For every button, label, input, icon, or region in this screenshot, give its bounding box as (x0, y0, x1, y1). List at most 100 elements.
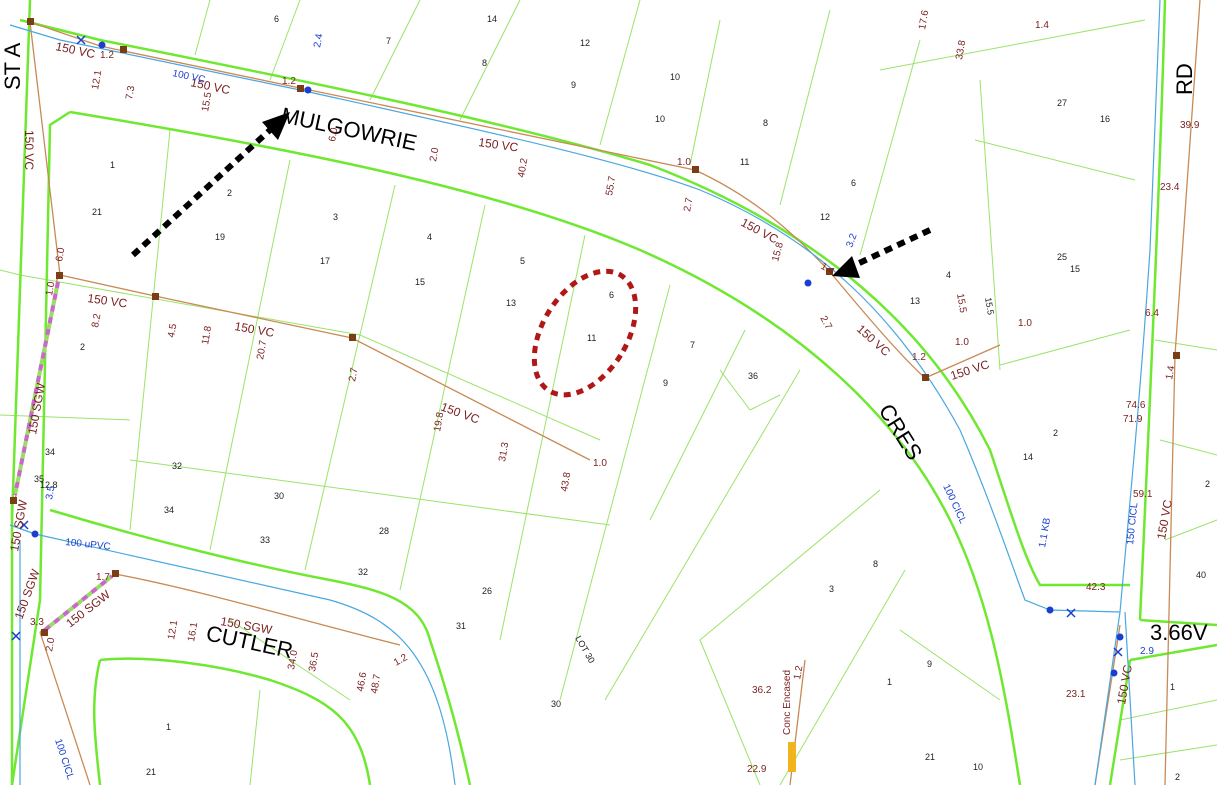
lot-number: 2 (1205, 479, 1210, 489)
street-st-partial: ST A (0, 42, 25, 90)
hydrant-icon (76, 35, 86, 45)
street-cres: CRES (874, 399, 928, 464)
lot-number: 14 (1023, 452, 1033, 462)
annotation: 7.3 (124, 84, 137, 100)
lot-number: 15 (1070, 264, 1080, 274)
annotation: 20.7 (255, 339, 269, 361)
annotation: 33.8 (954, 39, 968, 61)
lot-number: 9 (927, 659, 932, 669)
lot-number: 32 (358, 567, 368, 577)
annotation: 2.7 (817, 314, 834, 332)
lot-number: 26 (482, 586, 492, 596)
lot-number: 30 (551, 699, 561, 709)
lot-number: 12 (820, 212, 830, 222)
lot-number: 1 (887, 677, 892, 687)
lot-number: 21 (925, 752, 935, 762)
annotation: 1.4 (1164, 364, 1177, 380)
manhole (112, 570, 119, 577)
pipe-label: 150 SGW (7, 498, 30, 552)
annotation: 3.2 (844, 232, 859, 249)
lot-number: 2 (1175, 772, 1180, 782)
water-valves (31, 41, 1124, 677)
annotation: 1.0 (593, 458, 607, 469)
annotation: 1.4 (1035, 20, 1049, 31)
lot-number: 6 (609, 290, 614, 300)
annotation: 8.2 (90, 312, 103, 328)
annotation: 1.2 (282, 76, 296, 87)
lot-number: 34 (164, 505, 174, 515)
lot-number: 11 (740, 157, 749, 167)
hydrant-icon (1066, 608, 1076, 618)
lot-number: 13 (506, 298, 516, 308)
pipe-label: 100 uPVC (65, 537, 111, 553)
lot-number: LOT 30 (573, 634, 597, 665)
pipe-labels: 150 VC 150 VC 150 VC 150 VC 150 VC 150 V… (7, 39, 1208, 781)
lot-number: 4 (427, 232, 432, 242)
encased-marker (788, 742, 796, 772)
lot-number: 6 (851, 178, 856, 188)
manhole (1173, 352, 1180, 359)
lot-number: 4 (946, 270, 951, 280)
lot-number: 12 (580, 38, 590, 48)
annotation: 3.5 (44, 484, 57, 500)
lot-number: 10 (655, 114, 665, 124)
pipe-label: 150 VC (22, 130, 36, 170)
lot-number: 7 (690, 340, 695, 350)
lot-number: 15.5 (983, 297, 996, 316)
annotation: 11.8 (200, 325, 214, 346)
annotation: 12.1 (166, 619, 180, 641)
annotation: 1.0 (677, 157, 691, 168)
lot-number: 34 (45, 447, 55, 457)
annotation: 2.9 (1140, 646, 1154, 657)
annotation: 2.4 (312, 32, 325, 48)
lot-number: 1 (166, 722, 171, 732)
valve-marker (1046, 606, 1054, 614)
annotation: 1.2 (100, 50, 114, 61)
pipe-label: Conc Encased (782, 670, 793, 735)
annotation: 31.3 (497, 441, 511, 463)
water-main (9, 0, 1161, 785)
annotation: 74.6 (1126, 400, 1146, 411)
pipe-label: 100 CICL (52, 738, 76, 782)
lot-number: 9 (571, 80, 576, 90)
annotation: 17.6 (917, 9, 931, 31)
annotation: 22.9 (747, 764, 767, 775)
lot-number: 31 (456, 621, 466, 631)
lot-number: 13 (910, 296, 920, 306)
lot-number: 21 (146, 767, 156, 777)
annotation: 40.2 (516, 157, 530, 179)
lot-number: 2 (227, 188, 232, 198)
annotation: 2.0 (44, 636, 57, 652)
lot-number: 30 (274, 491, 284, 501)
annotation: 16.1 (186, 621, 200, 643)
lot-number: 14 (487, 14, 497, 24)
manhole (349, 334, 356, 341)
annotation: 1.0 (44, 280, 57, 296)
arrow-head-icon (832, 256, 860, 278)
manholes (10, 18, 1180, 636)
lot-number: 28 (379, 526, 389, 536)
annotation: 6.0 (327, 126, 340, 142)
annotation: 2.7 (682, 196, 695, 212)
pipe-label-large: 3.66V (1150, 620, 1208, 645)
lot-number: 3 (333, 212, 338, 222)
annotation: 71.9 (1123, 414, 1143, 425)
lot-number: 25 (1057, 252, 1067, 262)
lot-number: 3 (829, 584, 834, 594)
pipe-label: 1.1 KB (1037, 517, 1053, 549)
lot-number: 1 (110, 160, 115, 170)
lot-number: 8 (482, 58, 487, 68)
lot-number: 2 (1053, 428, 1058, 438)
sgw-striped-pipes (13, 281, 114, 632)
highlight-ellipse (531, 268, 639, 398)
lot-number: 17 (320, 256, 330, 266)
pipe-label: 150 VC (87, 291, 129, 310)
pipe-label: 150 VC (439, 400, 482, 427)
lot-number: 10 (670, 72, 680, 82)
lot-number: 5 (520, 256, 525, 266)
lot-number: 40 (1196, 570, 1206, 580)
pipe-label: 150 VC (1154, 498, 1175, 540)
annotation: 55.7 (604, 175, 618, 197)
manhole (10, 497, 17, 504)
